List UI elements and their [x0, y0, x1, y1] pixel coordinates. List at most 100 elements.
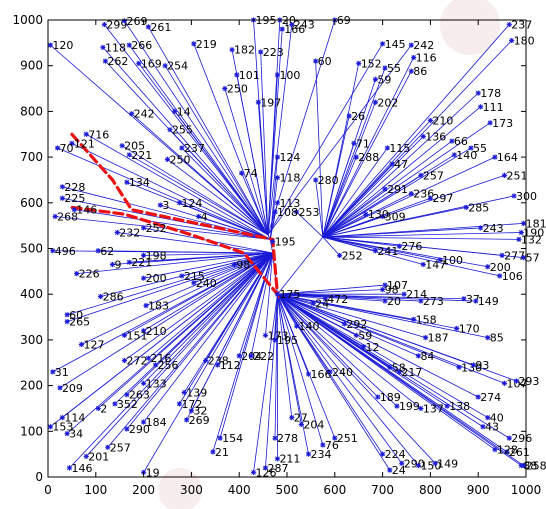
node-262: 262	[102, 55, 128, 68]
node-marker	[83, 453, 89, 460]
node-label: 37	[466, 293, 480, 306]
edge-64	[224, 88, 269, 235]
node-marker	[274, 291, 281, 297]
node-label: 297	[432, 192, 453, 205]
node-276: 276	[396, 240, 422, 253]
node-marker	[167, 127, 173, 133]
edge-125	[50, 252, 273, 428]
node-marker	[382, 65, 388, 71]
node-label: 299	[106, 19, 127, 32]
node-marker	[222, 85, 228, 92]
node-182: 182	[229, 44, 255, 57]
node-label: 26	[351, 110, 365, 123]
edge-129	[69, 252, 273, 469]
node-209: 209	[57, 382, 83, 395]
edge-2	[124, 20, 269, 236]
edge-140	[212, 252, 274, 452]
node-marker	[513, 378, 520, 384]
node-label: 111	[483, 101, 504, 114]
node-marker	[143, 303, 149, 309]
hub-link-3	[277, 236, 324, 295]
edge-33	[322, 236, 400, 247]
node-label: 113	[279, 197, 300, 210]
node-marker	[289, 414, 295, 421]
node-marker	[399, 460, 405, 466]
node-label: 214	[406, 288, 427, 301]
edge-69	[269, 211, 276, 240]
node-215: 215	[179, 270, 205, 283]
node-label: 219	[196, 38, 217, 51]
edge-100	[143, 252, 273, 256]
node-187: 187	[423, 332, 449, 345]
x-tick-label: 400	[228, 483, 251, 497]
node-62: 62	[95, 245, 114, 258]
node-marker	[363, 211, 369, 217]
node-label: 20	[387, 295, 401, 308]
node-marker	[506, 21, 512, 28]
node-label: 149	[437, 457, 458, 470]
node-309: 309	[380, 211, 406, 224]
node-label: 154	[222, 432, 243, 445]
node-marker	[100, 44, 106, 51]
node-label: 195	[275, 236, 296, 249]
edge-192	[265, 253, 274, 336]
node-marker	[274, 200, 281, 206]
node-label: 121	[74, 137, 95, 150]
node-4: 4	[195, 211, 208, 224]
edge-30	[322, 236, 500, 277]
node-label: 164	[497, 151, 518, 164]
edge-47	[322, 154, 455, 238]
node-marker	[521, 255, 527, 261]
node-marker	[387, 364, 393, 370]
node-marker	[444, 403, 450, 409]
node-marker	[353, 154, 359, 160]
node-marker	[380, 287, 386, 293]
edge-79	[181, 147, 269, 236]
node-label: 472	[327, 293, 348, 306]
node-label: 2	[100, 402, 107, 415]
node-label: 253	[299, 206, 320, 219]
node-257: 257	[105, 441, 131, 454]
node-label: 201	[88, 450, 109, 463]
x-tick-label: 200	[132, 483, 155, 497]
node-label: 84	[420, 350, 434, 363]
node-label: 76	[325, 439, 339, 452]
node-154: 154	[217, 432, 243, 445]
edge-57	[322, 67, 386, 238]
node-93: 93	[470, 359, 489, 372]
node-marker	[188, 408, 194, 414]
node-label: 234	[311, 448, 332, 461]
edge-56	[322, 79, 376, 238]
node-31: 31	[50, 366, 69, 379]
edge-93	[55, 216, 271, 240]
node-marker	[141, 328, 147, 334]
edge-173	[277, 293, 345, 325]
node-label: 252	[146, 222, 167, 235]
node-marker	[408, 191, 414, 197]
node-marker	[449, 138, 455, 144]
node-marker	[157, 202, 163, 208]
node-label: 128	[497, 444, 518, 457]
node-43: 43	[480, 421, 499, 434]
node-label: 118	[105, 41, 126, 54]
node-278: 278	[272, 432, 298, 445]
node-label: 216	[150, 352, 171, 365]
node-label: 200	[490, 261, 511, 274]
node-label: 215	[184, 270, 205, 283]
node-127: 127	[78, 338, 104, 351]
edge-186	[277, 293, 517, 382]
edge-126	[66, 252, 273, 434]
edge-185	[277, 293, 505, 384]
node-204: 204	[298, 418, 324, 431]
node-marker	[313, 58, 319, 64]
node-137: 137	[418, 402, 444, 415]
node-label: 118	[279, 172, 300, 185]
y-tick-label: 500	[20, 242, 43, 256]
edge-172	[277, 293, 357, 336]
node-marker	[274, 154, 281, 160]
node-label: 251	[337, 432, 358, 445]
node-marker	[396, 369, 402, 375]
y-tick-label: 700	[20, 150, 43, 164]
node-290: 290	[124, 423, 150, 436]
edge-118	[143, 252, 273, 384]
